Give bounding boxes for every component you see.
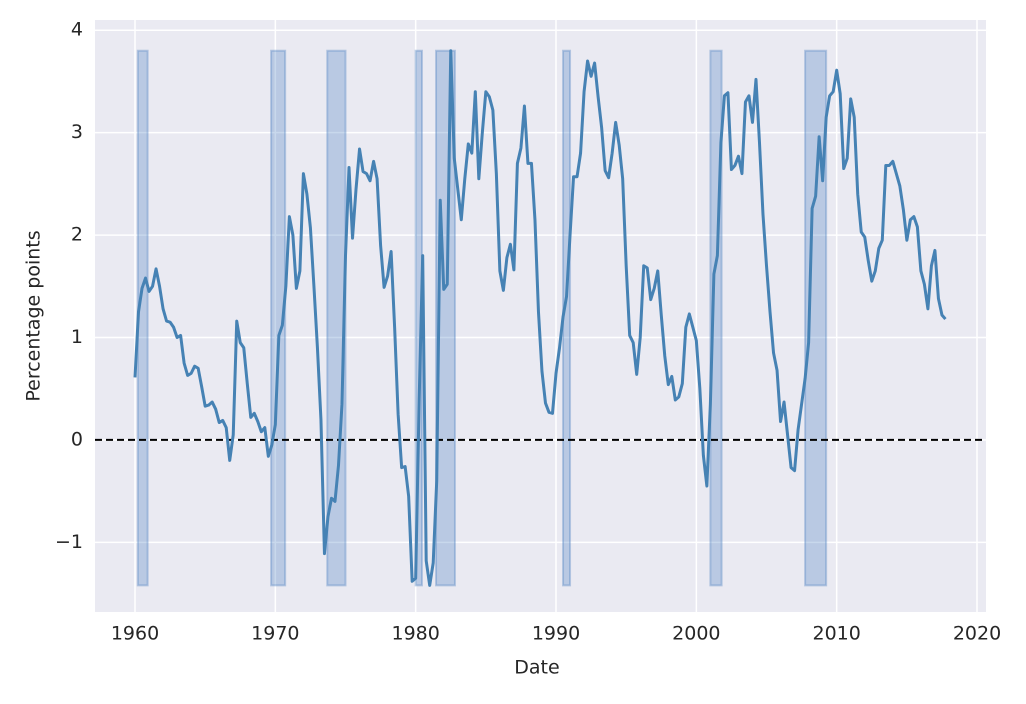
plot-area: [95, 20, 986, 612]
x-tick-label: 2010: [813, 623, 861, 645]
y-tick-label: 3: [71, 121, 83, 143]
y-axis-label: Percentage points: [23, 230, 45, 401]
x-tick-label: 1980: [391, 623, 439, 645]
recession-band: [804, 49, 828, 587]
y-tick-label: 0: [71, 428, 83, 450]
y-tick-label: 1: [71, 326, 83, 348]
x-tick-label: 1960: [111, 623, 159, 645]
x-tick-label: 2020: [953, 623, 1001, 645]
x-tick-label: 2000: [672, 623, 720, 645]
series-line: [133, 49, 947, 587]
y-tick-label: 4: [71, 19, 83, 41]
y-tick-label: −1: [55, 531, 83, 553]
recession-band: [270, 49, 287, 587]
x-tick-label: 1970: [251, 623, 299, 645]
x-tick-label: 1990: [532, 623, 580, 645]
y-tick-label: 2: [71, 224, 83, 246]
x-axis-label: Date: [514, 657, 559, 679]
recession-band: [709, 49, 723, 587]
